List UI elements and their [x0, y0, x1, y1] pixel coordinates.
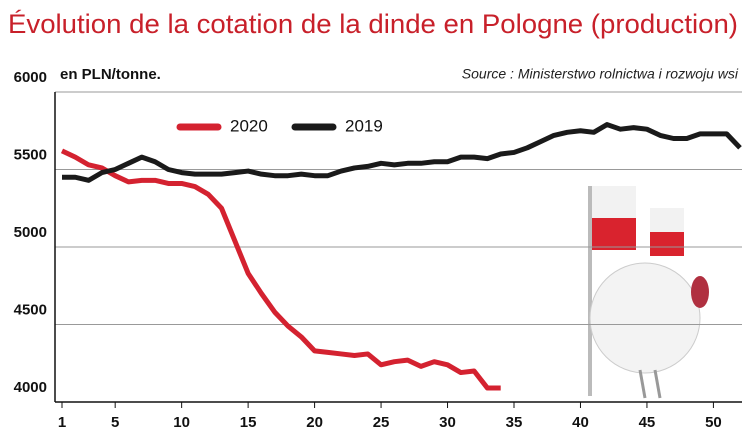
x-tick-label: 35 [506, 414, 523, 431]
legend-label: 2019 [345, 116, 383, 135]
source: Source : Ministerstwo rolnictwa i rozwoj… [462, 66, 739, 82]
chart-title: Évolution de la cotation de la dinde en … [8, 9, 738, 39]
x-tick-label: 40 [572, 414, 589, 431]
x-tick-label: 20 [306, 414, 323, 431]
y-tick-label: 5000 [14, 224, 47, 241]
x-tick-label: 25 [373, 414, 390, 431]
x-tick-label: 1 [58, 414, 66, 431]
y-tick-label: 5500 [14, 146, 47, 163]
y-tick-label: 4000 [14, 379, 47, 396]
x-tick-label: 30 [439, 414, 456, 431]
x-tick-label: 45 [639, 414, 656, 431]
illustration [588, 186, 709, 399]
y-tick-label: 6000 [14, 69, 47, 86]
x-tick-label: 50 [705, 414, 722, 431]
line-2020 [60, 148, 501, 391]
legend-label: 2020 [230, 116, 268, 135]
x-tick-label: 10 [173, 414, 190, 431]
x-tick-label: 5 [111, 414, 119, 431]
unit-label: en PLN/tonne. [60, 66, 161, 83]
x-tick-label: 15 [240, 414, 257, 431]
line-2019 [62, 122, 742, 183]
y-tick-label: 4500 [14, 301, 47, 318]
